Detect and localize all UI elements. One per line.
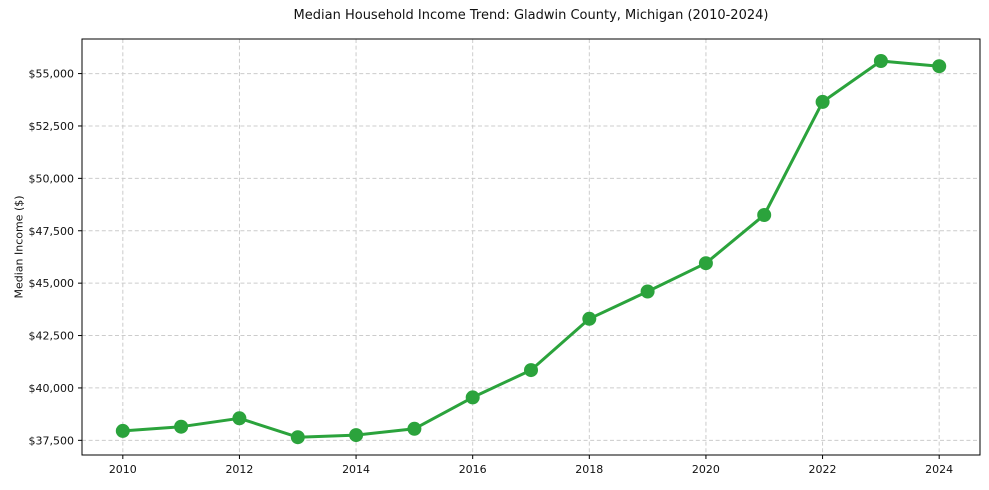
data-point: [524, 363, 538, 378]
data-point: [582, 311, 597, 326]
plot-border: [81, 38, 981, 456]
data-point: [815, 94, 830, 109]
y-tick-label: $42,500: [29, 330, 75, 343]
chart-title: Median Household Income Trend: Gladwin C…: [293, 8, 769, 23]
data-point: [232, 411, 247, 426]
data-point: [115, 423, 130, 438]
x-tick-label: 2020: [692, 463, 720, 476]
data-point: [640, 284, 655, 299]
y-tick-label: $40,000: [29, 382, 75, 395]
x-tick-label: 2022: [809, 463, 837, 476]
data-point: [873, 54, 888, 68]
data-point: [407, 421, 422, 436]
x-tick-label: 2014: [342, 463, 370, 476]
data-point: [290, 430, 305, 445]
data-point: [698, 256, 713, 271]
y-tick-label: $52,500: [29, 120, 75, 133]
plot-area: [82, 39, 980, 455]
y-tick-label: $47,500: [29, 225, 75, 238]
data-point: [349, 428, 364, 443]
y-tick-label: $50,000: [29, 172, 75, 185]
x-tick-label: 2024: [925, 463, 953, 476]
data-point: [465, 390, 480, 405]
x-tick-label: 2016: [459, 463, 487, 476]
x-tick-label: 2012: [225, 463, 253, 476]
data-point: [757, 208, 772, 222]
data-point: [932, 59, 947, 74]
x-tick-label: 2018: [575, 463, 603, 476]
y-tick-label: $45,000: [29, 277, 75, 290]
y-axis-label: Median Income ($): [12, 195, 26, 299]
x-tick-label: 2010: [109, 463, 137, 476]
data-point: [174, 419, 189, 434]
y-tick-label: $37,500: [29, 434, 75, 447]
y-tick-label: $55,000: [29, 68, 75, 81]
